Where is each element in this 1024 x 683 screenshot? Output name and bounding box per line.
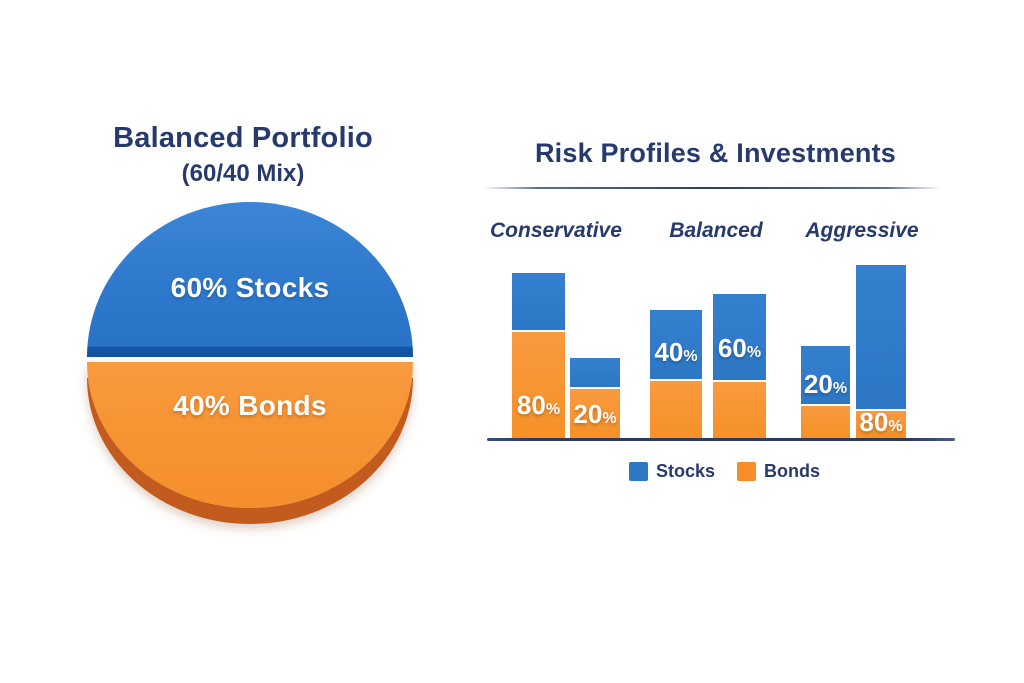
bar-aggressive-1: 20% [801, 346, 850, 438]
title-divider-line [483, 187, 941, 189]
bar-chart-title: Risk Profiles & Investments [534, 138, 897, 168]
bar-conservative-2: 20% [570, 358, 620, 438]
bar-conservative-1-bonds-segment [512, 332, 565, 438]
legend-label-bonds: Bonds [764, 461, 821, 481]
bar-balanced-1-bonds-segment [650, 381, 702, 438]
stocks-color-swatch [629, 462, 648, 481]
bar-conservative-1-label: 80% [516, 390, 561, 420]
bar-aggressive-1-bonds-segment [801, 406, 850, 438]
bar-balanced-2: 60% [713, 294, 766, 438]
bar-conservative-1: 80% [512, 273, 565, 438]
pie-subtitle: (60/40 Mix) [181, 160, 305, 187]
bar-aggressive-1-stocks-segment [801, 346, 850, 404]
bar-aggressive-2-bonds-segment [856, 411, 906, 438]
bar-balanced-2-stocks-segment [713, 294, 766, 380]
segment-divider [856, 409, 906, 411]
segment-divider [801, 404, 850, 406]
bar-conservative-2-label: 20% [573, 399, 617, 429]
pie-slice-bonds: 40% Bonds [87, 362, 413, 508]
column-header-conservative: Conservative [490, 219, 622, 242]
segment-divider [650, 379, 702, 381]
bar-balanced-2-bonds-segment [713, 382, 766, 438]
legend-item-bonds: Bonds [737, 461, 820, 482]
bar-balanced-1-stocks-segment [650, 310, 702, 379]
pie-slice-stocks-label: 60% Stocks [170, 272, 330, 303]
bar-balanced-1: 40% [650, 310, 702, 438]
legend-label-stocks: Stocks [656, 461, 716, 481]
legend-item-stocks: Stocks [629, 461, 715, 482]
bar-aggressive-2: 80% [856, 265, 906, 438]
pie-chart: 60% Stocks 40% Bonds [87, 202, 413, 526]
bar-aggressive-2-stocks-segment [856, 265, 906, 409]
bonds-color-swatch [737, 462, 757, 481]
bar-balanced-2-label: 60% [717, 333, 762, 363]
column-header-balanced: Balanced [669, 219, 763, 242]
bar-conservative-2-stocks-segment [570, 358, 620, 387]
pie-slice-bonds-label: 40% Bonds [173, 390, 327, 421]
segment-divider [713, 380, 766, 382]
bar-aggressive-2-label: 80% [859, 407, 903, 437]
bar-balanced-1-label: 40% [654, 337, 698, 367]
segment-divider [512, 330, 565, 332]
column-header-aggressive: Aggressive [805, 219, 919, 242]
bar-aggressive-1-label: 20% [803, 369, 848, 399]
chart-legend: Stocks Bonds [629, 461, 820, 482]
bar-conservative-2-bonds-segment [570, 389, 620, 438]
segment-divider [570, 387, 620, 389]
pie-title: Balanced Portfolio [113, 122, 373, 154]
bar-conservative-1-stocks-segment [512, 273, 565, 330]
x-axis-line [487, 438, 955, 441]
pie-slice-stocks: 60% Stocks [87, 202, 413, 357]
